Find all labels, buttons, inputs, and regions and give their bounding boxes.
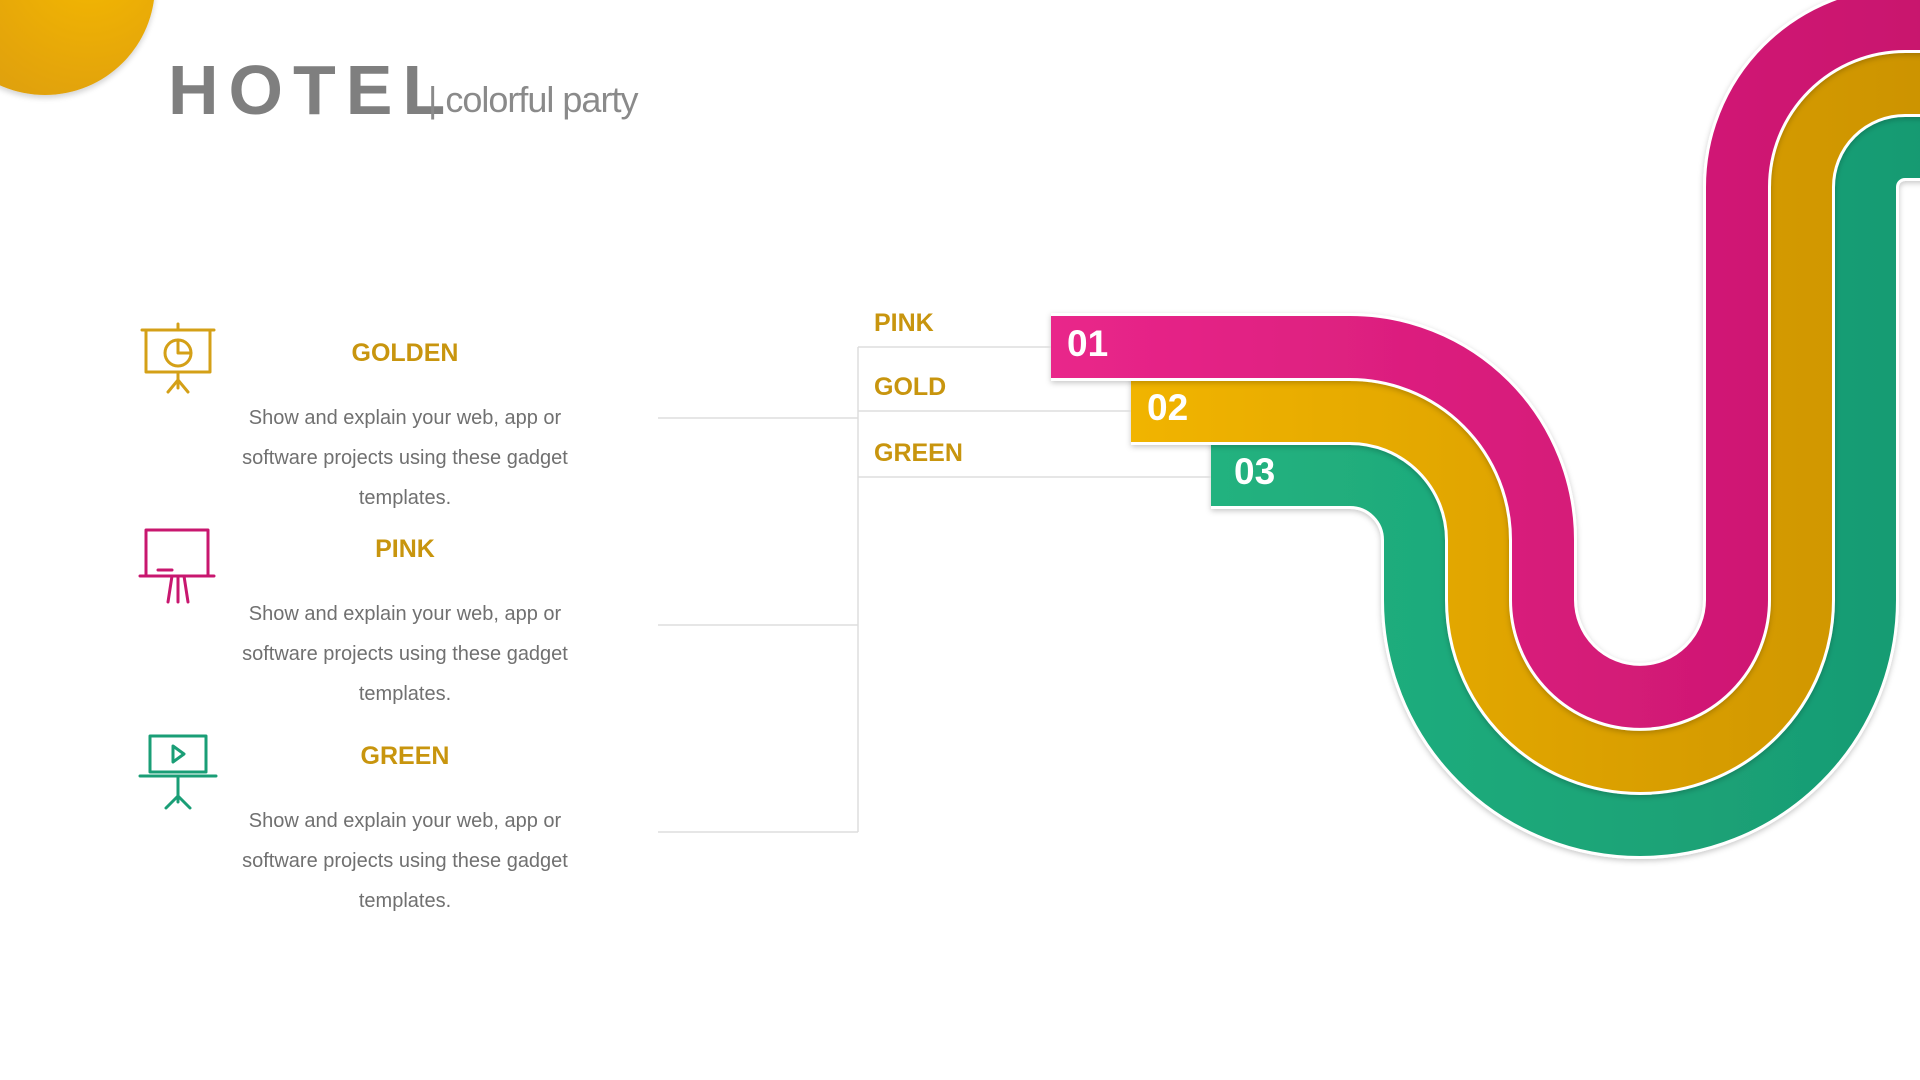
item-title-golden: GOLDEN [351,339,459,367]
ribbon-gold [1131,48,1920,795]
ribbon-green [1211,113,1920,859]
presentation-chart-icon [138,320,218,400]
ribbon-label-green: GREEN [874,439,963,467]
page-title: HOTEL [168,51,456,129]
item-description-line: software projects using these gadget [242,447,568,469]
ribbon-number-01: 01 [1067,323,1109,364]
item-description-pink: Show and explain your web, app or softwa… [225,594,585,714]
ribbon-number-03: 03 [1234,451,1276,492]
item-title-pink: PINK [375,535,435,563]
item-description-line: Show and explain your web, app or [248,603,562,625]
item-title-green: GREEN [360,742,450,770]
item-description-line: Show and explain your web, app or [248,407,562,429]
item-description-line: software projects using these gadget [242,643,568,665]
item-description-green: Show and explain your web, app or softwa… [225,801,585,921]
presentation-play-icon [138,732,218,812]
presentation-board-icon [138,526,218,606]
ribbon-label-gold: GOLD [874,373,947,401]
item-description-line: templates. [358,683,452,705]
page-subtitle: | colorful party [428,79,638,120]
item-description-line: templates. [358,487,452,509]
item-description-line: Show and explain your web, app or [248,810,562,832]
ribbon-number-02: 02 [1147,387,1189,428]
ribbon-label-pink: PINK [874,309,934,337]
ribbon-pink [1051,0,1920,731]
item-description-line: templates. [358,890,452,912]
item-description-line: software projects using these gadget [242,850,568,872]
item-description-golden: Show and explain your web, app or softwa… [225,398,585,518]
